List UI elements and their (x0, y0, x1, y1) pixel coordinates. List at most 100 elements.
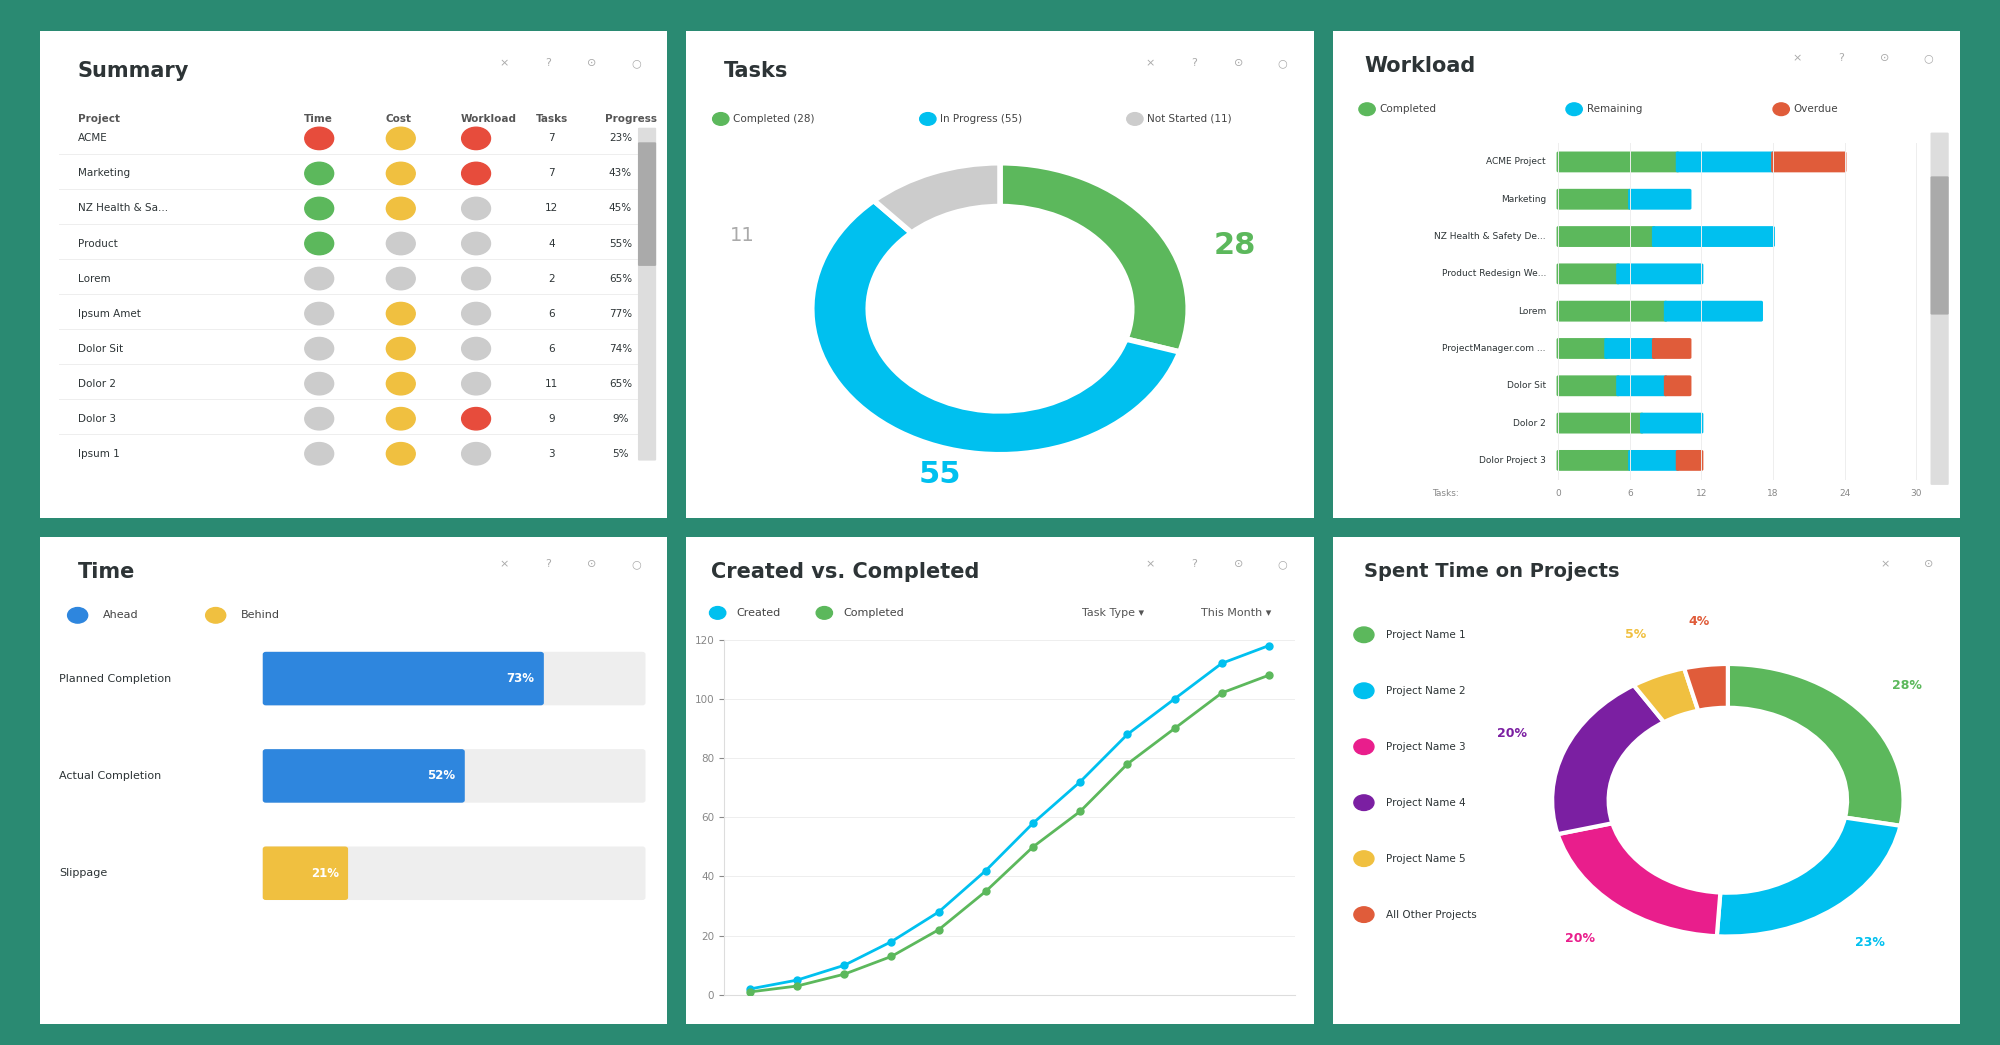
Circle shape (304, 232, 334, 255)
Text: Slippage: Slippage (58, 868, 108, 878)
Text: 21%: 21% (310, 866, 338, 880)
Text: Actual Completion: Actual Completion (58, 771, 162, 781)
Text: ACME Project: ACME Project (1486, 158, 1546, 166)
Text: Completed: Completed (1380, 104, 1436, 114)
FancyBboxPatch shape (1930, 177, 1948, 315)
FancyBboxPatch shape (1628, 189, 1692, 210)
Text: ⊙: ⊙ (1234, 59, 1244, 68)
Text: ×: × (500, 59, 510, 68)
Text: Workload: Workload (460, 114, 516, 124)
Text: 23%: 23% (1856, 936, 1886, 949)
Text: ×: × (1792, 53, 1802, 64)
Text: Task Type ▾: Task Type ▾ (1082, 608, 1144, 618)
Circle shape (304, 302, 334, 325)
Circle shape (304, 268, 334, 289)
Text: Summary: Summary (78, 61, 190, 80)
Text: 11: 11 (544, 378, 558, 389)
Circle shape (1354, 795, 1374, 811)
Text: Completed (28): Completed (28) (734, 114, 814, 124)
Text: 23%: 23% (608, 134, 632, 143)
Circle shape (304, 127, 334, 149)
FancyBboxPatch shape (638, 142, 656, 265)
Text: 6: 6 (1628, 489, 1632, 497)
Circle shape (462, 338, 490, 359)
Circle shape (712, 113, 728, 125)
Text: NZ Health & Sa...: NZ Health & Sa... (78, 204, 168, 213)
Circle shape (1354, 739, 1374, 754)
Text: 52%: 52% (428, 769, 456, 783)
Text: 7: 7 (548, 134, 554, 143)
Text: ○: ○ (1924, 53, 1934, 64)
Text: 5%: 5% (1626, 628, 1646, 642)
Circle shape (816, 606, 832, 620)
Text: 11: 11 (730, 226, 754, 246)
Text: ⊙: ⊙ (1234, 559, 1244, 570)
Circle shape (386, 162, 416, 185)
FancyBboxPatch shape (1556, 226, 1656, 247)
Text: 30: 30 (1910, 489, 1922, 497)
Wedge shape (1000, 163, 1188, 352)
FancyBboxPatch shape (1556, 375, 1620, 396)
Text: Not Started (11): Not Started (11) (1148, 114, 1232, 124)
Text: Dolor Sit: Dolor Sit (1506, 381, 1546, 390)
Text: ⊙: ⊙ (588, 59, 596, 68)
Text: ×: × (1880, 559, 1890, 570)
FancyBboxPatch shape (638, 127, 656, 461)
Circle shape (1774, 102, 1790, 116)
Text: NZ Health & Safety De...: NZ Health & Safety De... (1434, 232, 1546, 241)
Text: 20%: 20% (1496, 727, 1526, 741)
Circle shape (462, 372, 490, 395)
Text: ACME: ACME (78, 134, 108, 143)
Text: 9: 9 (548, 414, 554, 423)
Circle shape (1358, 102, 1376, 116)
Circle shape (304, 443, 334, 465)
Text: 6: 6 (548, 308, 554, 319)
Circle shape (304, 372, 334, 395)
Text: 6: 6 (548, 344, 554, 353)
Text: Product: Product (78, 238, 118, 249)
Text: Dolor 2: Dolor 2 (1514, 419, 1546, 427)
Circle shape (206, 607, 226, 623)
FancyBboxPatch shape (262, 652, 544, 705)
Text: 5%: 5% (612, 448, 628, 459)
FancyBboxPatch shape (262, 749, 646, 803)
Text: 4%: 4% (1688, 616, 1710, 628)
Text: 65%: 65% (608, 274, 632, 283)
Circle shape (462, 232, 490, 255)
Text: ?: ? (1838, 53, 1844, 64)
Wedge shape (1728, 664, 1904, 826)
Text: Project Name 1: Project Name 1 (1386, 630, 1466, 640)
Wedge shape (1558, 823, 1720, 936)
Wedge shape (1634, 668, 1698, 722)
Circle shape (1354, 683, 1374, 698)
Text: Marketing: Marketing (78, 168, 130, 179)
Text: This Month ▾: This Month ▾ (1200, 608, 1272, 618)
FancyBboxPatch shape (262, 846, 348, 900)
Circle shape (462, 408, 490, 429)
Text: ProjectManager.com ...: ProjectManager.com ... (1442, 344, 1546, 353)
Text: Time: Time (78, 562, 136, 582)
Text: ×: × (1146, 59, 1156, 68)
Text: Created: Created (736, 608, 780, 618)
FancyBboxPatch shape (1556, 413, 1644, 434)
Text: In Progress (55): In Progress (55) (940, 114, 1022, 124)
Text: Dolor 3: Dolor 3 (78, 414, 116, 423)
Text: Project Name 2: Project Name 2 (1386, 686, 1466, 696)
Text: ?: ? (1192, 559, 1198, 570)
FancyBboxPatch shape (1640, 413, 1704, 434)
FancyBboxPatch shape (262, 749, 464, 803)
Text: Marketing: Marketing (1500, 194, 1546, 204)
Text: 9%: 9% (612, 414, 628, 423)
Text: Project Name 5: Project Name 5 (1386, 854, 1466, 863)
Text: ⊙: ⊙ (1880, 53, 1890, 64)
Circle shape (920, 113, 936, 125)
Text: Tasks:: Tasks: (1432, 489, 1458, 497)
FancyBboxPatch shape (1556, 189, 1632, 210)
FancyBboxPatch shape (1652, 339, 1692, 358)
FancyBboxPatch shape (1556, 301, 1668, 322)
Text: Overdue: Overdue (1794, 104, 1838, 114)
Text: Remaining: Remaining (1586, 104, 1642, 114)
Circle shape (462, 302, 490, 325)
Text: 18: 18 (1768, 489, 1778, 497)
Circle shape (386, 338, 416, 359)
